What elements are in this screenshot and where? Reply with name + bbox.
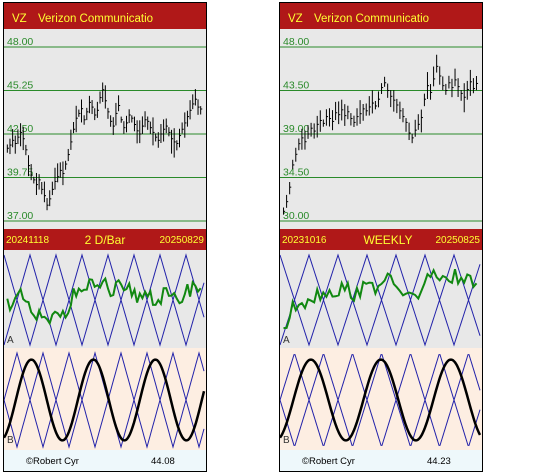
price-axis-label: 37.00 bbox=[7, 210, 33, 222]
dominant-cycle-sine bbox=[280, 358, 482, 442]
oscillator-b-lines bbox=[280, 354, 482, 446]
price-axis-label: 43.50 bbox=[283, 80, 309, 92]
price-axis-label: 48.00 bbox=[7, 36, 33, 48]
chart-2day-svg: VZ Verizon Communicatio 48.0045.2542.503… bbox=[4, 3, 206, 471]
footer-bar bbox=[280, 450, 482, 471]
price-bars bbox=[283, 54, 479, 215]
interval-label: 2 D/Bar bbox=[85, 233, 126, 247]
oscillator-a-label: A bbox=[7, 335, 14, 346]
date-bar bbox=[4, 229, 206, 250]
price-axis-label: 30.00 bbox=[283, 210, 309, 222]
last-price-label: 44.23 bbox=[427, 456, 451, 467]
price-axis-label: 39.75 bbox=[7, 167, 33, 179]
header-bar bbox=[4, 3, 206, 29]
price-gridlines: 48.00 43.50 39.00 34.50 30.00 bbox=[280, 36, 482, 222]
cycle-triangle-line bbox=[280, 354, 481, 446]
price-plot-area bbox=[280, 29, 482, 229]
oscillator-a-lines bbox=[4, 253, 205, 347]
chart-panel-2day: VZ Verizon Communicatio 48.0045.2542.503… bbox=[3, 2, 207, 472]
oscillator-green-line bbox=[283, 267, 478, 330]
company-label: Verizon Communicatio bbox=[314, 13, 429, 25]
company-label: Verizon Communicatio bbox=[38, 13, 153, 25]
cycle-triangle-line bbox=[280, 354, 481, 446]
price-plot-area bbox=[4, 29, 206, 229]
cycle-triangle-line bbox=[280, 253, 481, 347]
chart-panel-weekly: VZ Verizon Communicatio 48.00 43.50 39.00 3… bbox=[279, 2, 483, 472]
ticker-label: VZ bbox=[288, 13, 303, 25]
date-start-label: 20231016 bbox=[282, 235, 327, 246]
oscillator-a-lines bbox=[280, 253, 481, 347]
date-end-label: 20250825 bbox=[436, 235, 481, 246]
last-price-label: 44.08 bbox=[151, 456, 175, 467]
oscillator-green-line bbox=[6, 276, 202, 326]
oscillator-b-label: B bbox=[7, 435, 14, 446]
price-axis-label: 48.00 bbox=[283, 36, 309, 48]
oscillator-b-lines bbox=[4, 351, 206, 449]
date-bar bbox=[280, 229, 482, 250]
oscillator-a-label: A bbox=[283, 335, 290, 346]
price-axis-label: 34.50 bbox=[283, 167, 309, 179]
dominant-cycle-sine bbox=[4, 358, 206, 442]
header-bar bbox=[280, 3, 482, 29]
oscillator-b-area bbox=[280, 348, 482, 450]
price-axis-label: 45.25 bbox=[7, 80, 33, 92]
chart-weekly-svg: VZ Verizon Communicatio 48.00 43.50 39.00 3… bbox=[280, 3, 482, 471]
cycle-triangle-line bbox=[4, 351, 205, 449]
copyright-label: ©Robert Cyr bbox=[302, 456, 355, 467]
footer-bar bbox=[4, 450, 206, 471]
cycle-triangle-line bbox=[4, 253, 205, 347]
date-start-label: 20241118 bbox=[6, 235, 49, 246]
price-axis-label: 39.00 bbox=[283, 123, 309, 135]
date-end-label: 20250829 bbox=[160, 235, 205, 246]
price-bars bbox=[6, 82, 203, 211]
interval-label: WEEKLY bbox=[363, 233, 412, 247]
ticker-label: VZ bbox=[12, 13, 27, 25]
oscillator-b-label: B bbox=[283, 435, 290, 446]
copyright-label: ©Robert Cyr bbox=[26, 456, 79, 467]
